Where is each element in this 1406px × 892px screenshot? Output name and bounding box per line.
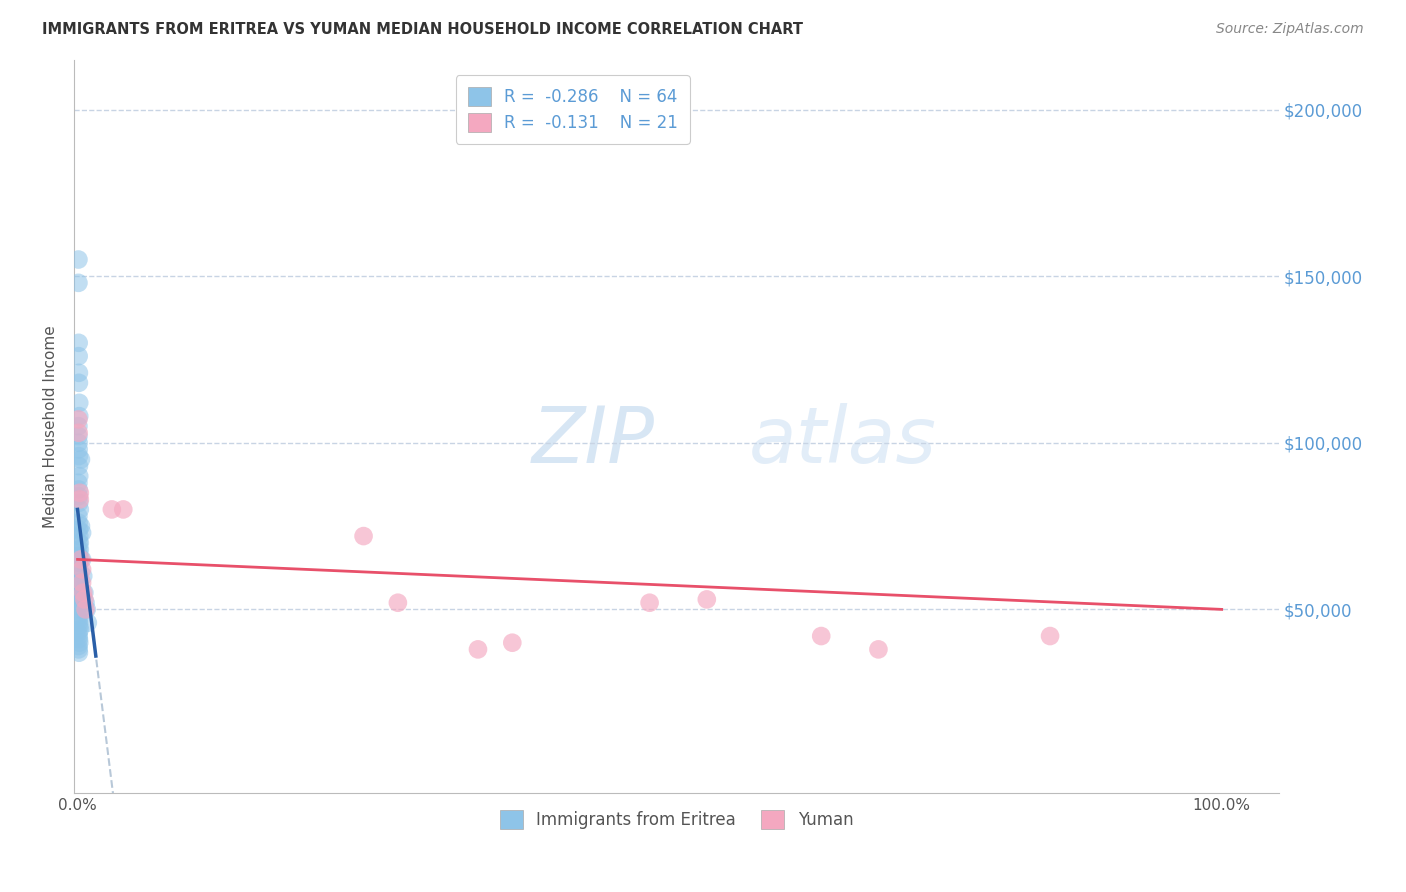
Point xyxy=(67,609,90,624)
Point xyxy=(67,642,90,657)
Point xyxy=(70,525,93,540)
Point xyxy=(67,596,90,610)
Point xyxy=(72,569,94,583)
Point xyxy=(67,585,90,599)
Point xyxy=(67,549,90,563)
Point xyxy=(75,596,97,610)
Point xyxy=(67,496,90,510)
Point xyxy=(67,509,90,524)
Point xyxy=(67,529,90,543)
Point xyxy=(69,492,91,507)
Point xyxy=(696,592,718,607)
Point xyxy=(67,252,90,267)
Point xyxy=(67,639,90,653)
Point xyxy=(70,562,93,576)
Point xyxy=(70,552,93,566)
Point xyxy=(69,502,91,516)
Text: IMMIGRANTS FROM ERITREA VS YUMAN MEDIAN HOUSEHOLD INCOME CORRELATION CHART: IMMIGRANTS FROM ERITREA VS YUMAN MEDIAN … xyxy=(42,22,803,37)
Point xyxy=(72,585,94,599)
Point xyxy=(69,599,91,613)
Point xyxy=(67,549,90,563)
Point xyxy=(112,502,135,516)
Point xyxy=(67,396,90,410)
Point xyxy=(67,625,90,640)
Text: atlas: atlas xyxy=(749,403,936,479)
Point xyxy=(67,612,90,626)
Point xyxy=(69,535,91,549)
Point xyxy=(73,585,96,599)
Point xyxy=(67,562,90,576)
Point xyxy=(67,442,90,457)
Point xyxy=(70,452,93,467)
Text: Source: ZipAtlas.com: Source: ZipAtlas.com xyxy=(1216,22,1364,37)
Point xyxy=(67,619,90,633)
Point xyxy=(638,596,661,610)
Point xyxy=(353,529,375,543)
Point xyxy=(73,592,96,607)
Point xyxy=(67,419,90,434)
Point xyxy=(69,542,91,557)
Point xyxy=(501,636,523,650)
Point xyxy=(67,615,90,630)
Point xyxy=(67,349,90,363)
Point xyxy=(70,519,93,533)
Point xyxy=(69,602,91,616)
Point xyxy=(67,516,90,530)
Point xyxy=(67,582,90,597)
Point xyxy=(387,596,409,610)
Point xyxy=(67,409,90,424)
Point xyxy=(67,449,90,463)
Point xyxy=(76,615,98,630)
Point xyxy=(810,629,832,643)
Point xyxy=(67,469,90,483)
Point xyxy=(67,629,90,643)
Point xyxy=(67,459,90,474)
Point xyxy=(67,556,90,570)
Point xyxy=(67,412,90,426)
Point xyxy=(67,589,90,603)
Point xyxy=(67,335,90,350)
Point xyxy=(70,552,93,566)
Point xyxy=(67,435,90,450)
Point xyxy=(69,569,91,583)
Point xyxy=(67,632,90,647)
Point xyxy=(67,592,90,607)
Y-axis label: Median Household Income: Median Household Income xyxy=(44,325,58,527)
Point xyxy=(67,425,90,440)
Text: ZIP: ZIP xyxy=(531,403,655,479)
Point xyxy=(67,636,90,650)
Point xyxy=(69,485,91,500)
Point xyxy=(1039,629,1062,643)
Point xyxy=(70,575,93,590)
Point xyxy=(67,429,90,443)
Point xyxy=(67,483,90,497)
Point xyxy=(67,366,90,380)
Point xyxy=(67,575,90,590)
Point xyxy=(67,475,90,490)
Point xyxy=(67,523,90,537)
Point xyxy=(67,535,90,549)
Point xyxy=(67,556,90,570)
Point xyxy=(101,502,124,516)
Point xyxy=(67,646,90,660)
Point xyxy=(67,376,90,390)
Point xyxy=(67,489,90,503)
Point xyxy=(67,579,90,593)
Point xyxy=(69,623,91,637)
Point xyxy=(67,276,90,290)
Legend: Immigrants from Eritrea, Yuman: Immigrants from Eritrea, Yuman xyxy=(494,803,860,836)
Point xyxy=(868,642,890,657)
Point xyxy=(467,642,489,657)
Point xyxy=(75,602,97,616)
Point xyxy=(76,602,98,616)
Point xyxy=(67,542,90,557)
